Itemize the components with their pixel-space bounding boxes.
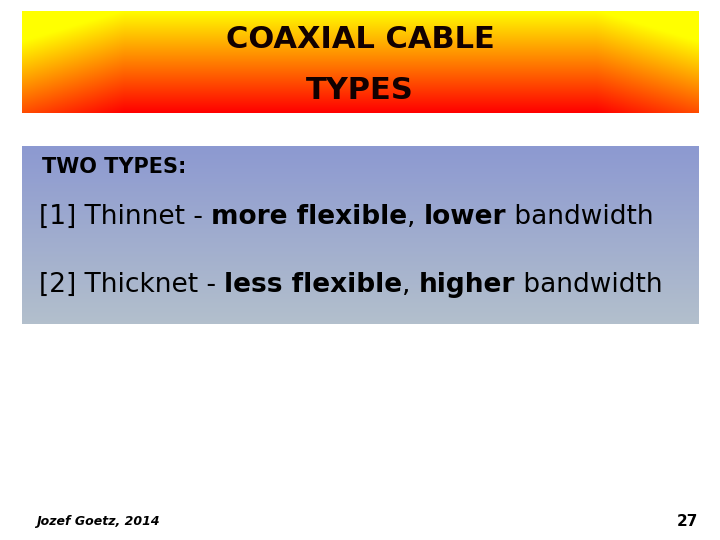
Text: lower: lower xyxy=(424,204,506,230)
Text: TWO TYPES:: TWO TYPES: xyxy=(42,157,186,177)
Text: ,: , xyxy=(402,272,419,298)
Text: higher: higher xyxy=(419,272,516,298)
Text: TYPES: TYPES xyxy=(306,76,414,105)
Text: bandwidth: bandwidth xyxy=(506,204,654,230)
Text: Jozef Goetz, 2014: Jozef Goetz, 2014 xyxy=(36,515,160,528)
Text: more flexible: more flexible xyxy=(211,204,407,230)
Text: ,: , xyxy=(407,204,424,230)
Text: bandwidth: bandwidth xyxy=(516,272,663,298)
Text: [2] Thicknet -: [2] Thicknet - xyxy=(39,272,224,298)
Text: COAXIAL CABLE: COAXIAL CABLE xyxy=(225,25,495,54)
Text: less flexible: less flexible xyxy=(224,272,402,298)
Text: 27: 27 xyxy=(677,514,698,529)
Text: [1] Thinnet -: [1] Thinnet - xyxy=(39,204,211,230)
